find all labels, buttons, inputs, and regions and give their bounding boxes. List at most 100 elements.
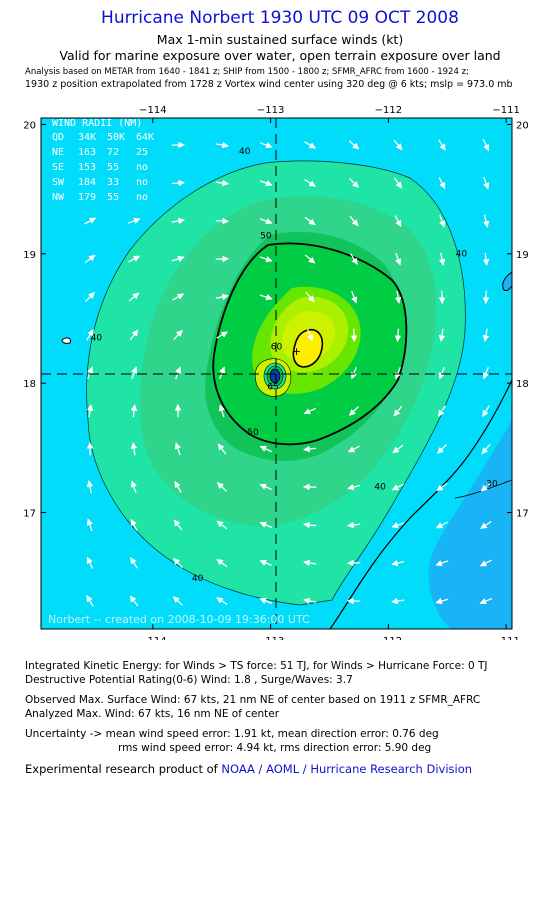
position-line: 1930 z position extrapolated from 1728 z… (25, 79, 513, 90)
wind-vector-arrow (215, 141, 229, 149)
wind-vector-arrow (438, 328, 446, 342)
wind-vector-arrow (85, 292, 95, 302)
wind-vector-arrow (303, 521, 317, 529)
x-tick-label-bottom: −112 (375, 636, 402, 640)
wind-vector-arrow (394, 328, 402, 342)
wind-radii-header-34k: 34K (78, 132, 96, 143)
contour-label: 40 (374, 482, 386, 492)
wind-vector-arrow (391, 483, 404, 491)
wind-vector-arrow (394, 215, 402, 228)
wind-vector-arrow (259, 142, 273, 149)
wind-vector-arrow (130, 480, 137, 494)
wind-vector-arrow (393, 405, 403, 417)
wind-vector-arrow (86, 329, 94, 341)
wind-vector-arrow (304, 179, 316, 187)
eye-ring-inner (269, 368, 281, 384)
contour-labels: 40 40 40 40 40 50 50 30 60 65 (91, 147, 498, 584)
contour-label: 40 (239, 147, 251, 157)
wind-vector-arrow (394, 290, 402, 304)
wind-vector-arrow (128, 255, 141, 263)
created-note: Norbert -- created on 2008-10-09 19:36:0… (48, 613, 310, 626)
wind-radii-cell: 55 (107, 192, 119, 203)
wind-vector-arrow (480, 520, 492, 530)
wind-vector-arrow (130, 442, 138, 456)
map-area: 40 40 40 40 40 50 50 30 60 65 + (41, 118, 512, 629)
wind-radii-cell: 184 (78, 177, 96, 188)
wind-vector-arrow (216, 520, 228, 530)
wind-radii-title: WIND RADII (NM) (52, 118, 142, 129)
wind-radii-header-50k: 50K (107, 132, 125, 143)
wind-vector-arrow (347, 483, 361, 491)
wind-vector-arrow (394, 366, 401, 380)
wind-vector-arrow (305, 291, 315, 303)
x-tick-label-top: −114 (139, 105, 166, 116)
wind-vector-arrow (304, 141, 316, 149)
wind-radii-header-qd: QD (52, 132, 64, 143)
y-tick-label-left: 17 (23, 509, 36, 520)
wind-vector-arrow (438, 139, 446, 151)
wind-vector-arrow (259, 256, 273, 263)
wind-radii-cell: 55 (107, 162, 119, 173)
wind-vector-arrow (482, 328, 490, 342)
wind-vector-arrow (350, 253, 358, 265)
wind-vector-arrow (130, 518, 138, 531)
wind-vector-arrow (480, 482, 492, 492)
ike-line: Integrated Kinetic Energy: for Winds > T… (25, 660, 488, 672)
wind-vector-arrow (216, 558, 228, 568)
wind-vector-arrow (438, 366, 445, 380)
wind-vector-arrow (350, 328, 358, 342)
wind-vector-arrow (175, 366, 182, 380)
wind-vector-arrow (172, 596, 184, 606)
y-tick-label-left: 19 (23, 250, 36, 261)
wind-vector-arrow (393, 177, 403, 189)
wind-vectors (84, 139, 493, 607)
y-tick-label-right: 19 (516, 250, 529, 261)
wind-vector-arrow (482, 139, 490, 152)
y-tick-label-left: 20 (23, 120, 36, 131)
wind-radii-cell: 25 (136, 147, 148, 158)
hrd-link[interactable]: NOAA / AOML / Hurricane Research Divisio… (221, 762, 473, 776)
subtitle: Max 1-min sustained surface winds (kt) (156, 32, 404, 47)
wind-vector-arrow (395, 252, 402, 266)
wind-vector-arrow (216, 331, 228, 339)
axis-ticks: −114 −114 −113 −113 −112 −112 −111 −111 20 20 19 19… (23, 105, 528, 640)
wind-vector-arrow (217, 443, 227, 455)
y-tick-label-left: 18 (23, 379, 36, 390)
wind-vector-arrow (86, 404, 94, 418)
wind-vector-arrow (87, 366, 94, 380)
wind-radii-cell: 72 (107, 147, 119, 158)
coast-notch (502, 271, 512, 291)
wind-radii-cell: 163 (78, 147, 96, 158)
wind-vector-arrow (129, 329, 139, 341)
wind-vector-arrow (171, 179, 185, 187)
y-tick-label-right: 20 (516, 120, 529, 131)
wind-vector-arrow (128, 292, 140, 302)
contour-label: 40 (456, 249, 468, 259)
wind-vector-arrow (304, 254, 316, 264)
observed-max-line: Observed Max. Surface Wind: 67 kts, 21 n… (25, 694, 481, 706)
wind-vector-arrow (482, 405, 490, 417)
wind-vector-arrow (481, 443, 491, 455)
wind-vector-arrow (129, 595, 139, 607)
analyzed-max-line: Analyzed Max. Wind: 67 kts, 16 nm NE of … (25, 708, 280, 720)
wind-vector-arrow (303, 559, 317, 567)
wind-vector-arrow (86, 518, 93, 532)
wind-vector-arrow (347, 445, 360, 453)
wind-vector-arrow (348, 140, 360, 150)
contour-label: 65 (267, 383, 278, 393)
wind-vector-arrow (437, 444, 447, 454)
x-tick-label-bottom: −111 (492, 636, 519, 640)
x-tick-label-bottom: −113 (257, 636, 284, 640)
wind-vector-arrow (350, 366, 357, 380)
wind-radii-cell: 33 (107, 177, 119, 188)
contour-label: 60 (271, 343, 283, 353)
plot-frame (40, 117, 513, 630)
valid-line: Valid for marine exposure over water, op… (59, 48, 501, 63)
wind-vector-arrow (482, 214, 490, 228)
contour-label: 50 (247, 428, 259, 438)
wind-radii-cell: no (136, 177, 148, 188)
wind-vector-arrow (173, 557, 183, 569)
wind-vector-arrow (219, 366, 226, 380)
wind-vector-arrow (216, 597, 228, 605)
wind-vector-arrow (127, 217, 141, 224)
